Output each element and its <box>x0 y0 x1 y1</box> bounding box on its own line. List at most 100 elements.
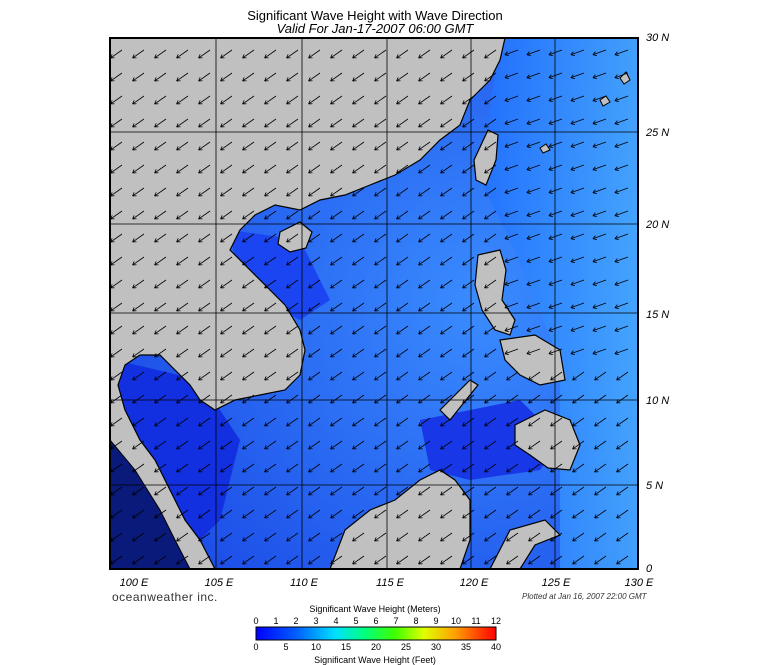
wave-direction-arrow <box>352 371 365 381</box>
wave-direction-arrow <box>484 72 497 82</box>
lat-label: 30 N <box>646 32 670 44</box>
colorbar-feet-tick: 25 <box>400 642 412 652</box>
wave-direction-arrow <box>396 141 409 151</box>
wave-direction-arrow <box>330 440 343 450</box>
wave-direction-arrow <box>352 279 365 289</box>
wave-direction-arrow <box>198 210 211 220</box>
land-sulawesi <box>489 519 562 569</box>
wave-direction-arrow <box>526 233 541 240</box>
wave-direction-arrow <box>526 118 541 125</box>
wave-direction-arrow <box>462 463 475 473</box>
land-borneo <box>329 469 471 569</box>
wave-direction-arrow <box>484 233 497 243</box>
wave-direction-arrow <box>308 141 321 151</box>
wave-direction-arrow <box>154 463 167 473</box>
wave-direction-arrow <box>418 417 431 427</box>
wave-direction-arrow <box>264 463 277 473</box>
wave-direction-arrow <box>462 348 475 358</box>
wave-direction-arrow <box>198 279 211 289</box>
wave-direction-arrow <box>504 279 519 286</box>
wave-direction-arrow <box>418 486 431 496</box>
wave-direction-arrow <box>506 417 519 427</box>
wave-direction-arrow <box>550 417 563 427</box>
wave-direction-arrow <box>374 532 387 542</box>
wave-direction-arrow <box>570 95 585 102</box>
wave-direction-arrow <box>264 187 277 197</box>
wave-direction-arrow <box>242 95 255 105</box>
lat-label: 10 N <box>646 395 670 407</box>
wave-direction-arrow <box>374 463 387 473</box>
wave-direction-arrow <box>396 371 409 381</box>
wave-direction-arrow <box>220 371 233 381</box>
wave-direction-arrow <box>592 279 607 286</box>
wave-direction-arrow <box>484 509 497 519</box>
wave-direction-arrow <box>462 555 475 565</box>
colorbar-meter-tick: 3 <box>313 616 319 626</box>
wave-direction-arrow <box>198 256 211 266</box>
wave-direction-arrow <box>220 417 233 427</box>
wave-direction-arrow <box>352 440 365 450</box>
wave-direction-arrow <box>352 532 365 542</box>
wave-direction-arrow <box>154 532 167 542</box>
wave-direction-arrow <box>570 348 585 355</box>
wave-direction-arrow <box>506 463 519 473</box>
wave-direction-arrow <box>176 302 189 312</box>
wave-direction-arrow <box>462 325 475 335</box>
colorbar-feet-tick: 35 <box>460 642 472 652</box>
colorbar-feet-tick: 0 <box>253 642 259 652</box>
wave-direction-arrow <box>176 532 189 542</box>
wave-direction-arrow <box>308 279 321 289</box>
wave-direction-arrow <box>352 210 365 220</box>
wave-direction-arrow <box>592 49 607 56</box>
wave-direction-arrow <box>528 463 541 473</box>
wave-direction-arrow <box>352 256 365 266</box>
wave-direction-arrow <box>132 394 145 404</box>
wave-direction-arrow <box>548 279 563 286</box>
wave-direction-arrow <box>572 532 585 542</box>
wave-direction-arrow <box>374 141 387 151</box>
wave-direction-arrow <box>198 49 211 59</box>
wave-direction-arrow <box>440 509 453 519</box>
wave-direction-arrow <box>616 417 629 427</box>
wave-direction-arrow <box>374 325 387 335</box>
wave-direction-arrow <box>198 555 211 565</box>
wave-direction-arrow <box>242 371 255 381</box>
wave-direction-arrow <box>374 371 387 381</box>
wave-direction-arrow <box>592 187 607 194</box>
wave-direction-arrow <box>484 141 497 151</box>
wave-direction-arrow <box>352 486 365 496</box>
wave-direction-arrow <box>176 256 189 266</box>
wave-direction-arrow <box>440 279 453 289</box>
wave-direction-arrow <box>242 118 255 128</box>
wave-direction-arrow <box>418 233 431 243</box>
wave-direction-arrow <box>242 348 255 358</box>
wave-direction-arrow <box>286 279 299 289</box>
wave-direction-arrow <box>242 233 255 243</box>
wave-direction-arrow <box>526 141 541 148</box>
wave-direction-arrow <box>198 417 211 427</box>
wave-direction-arrow <box>154 256 167 266</box>
wave-direction-arrow <box>440 72 453 82</box>
wave-direction-arrow <box>132 256 145 266</box>
wave-direction-arrow <box>176 348 189 358</box>
wave-direction-arrow <box>132 210 145 220</box>
wave-direction-arrow <box>132 95 145 105</box>
wave-direction-arrow <box>242 279 255 289</box>
wave-direction-arrow <box>308 302 321 312</box>
wave-direction-arrow <box>286 371 299 381</box>
wave-direction-arrow <box>550 394 563 404</box>
lon-label: 125 E <box>541 577 571 589</box>
land-taiwan <box>473 129 499 186</box>
wave-direction-arrow <box>330 394 343 404</box>
wave-direction-arrow <box>198 486 211 496</box>
lon-label: 105 E <box>204 577 234 589</box>
wave-direction-arrow <box>154 72 167 82</box>
wave-direction-arrow <box>528 440 541 450</box>
wave-direction-arrow <box>242 164 255 174</box>
wave-direction-arrow <box>220 325 233 335</box>
wave-direction-arrow <box>176 141 189 151</box>
wave-direction-arrow <box>418 463 431 473</box>
wave-direction-arrow <box>264 417 277 427</box>
wave-direction-arrow <box>462 49 475 59</box>
